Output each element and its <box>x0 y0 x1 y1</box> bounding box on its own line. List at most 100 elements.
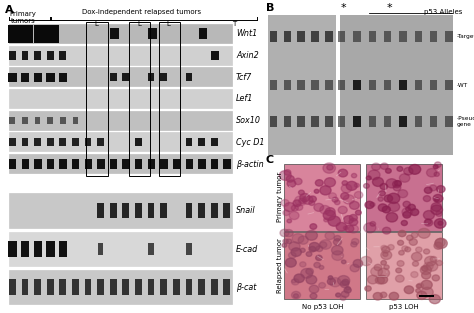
Bar <box>122 159 130 169</box>
Bar <box>84 138 91 146</box>
Bar <box>283 31 291 42</box>
Circle shape <box>295 196 307 206</box>
Circle shape <box>292 205 298 211</box>
Bar <box>284 233 360 299</box>
Bar <box>415 80 422 90</box>
Circle shape <box>320 240 331 249</box>
Bar <box>185 138 192 146</box>
Circle shape <box>331 245 343 255</box>
Text: Primary
tumors: Primary tumors <box>9 11 36 24</box>
Bar <box>34 241 42 257</box>
Circle shape <box>299 198 305 203</box>
Circle shape <box>433 194 443 203</box>
Bar <box>317 255 324 260</box>
Circle shape <box>341 184 352 193</box>
Bar <box>384 116 392 127</box>
Bar <box>160 159 168 169</box>
Bar <box>223 159 231 169</box>
Circle shape <box>292 279 296 283</box>
Circle shape <box>422 266 428 271</box>
Text: E-cad: E-cad <box>236 245 258 254</box>
Bar <box>426 183 434 185</box>
Circle shape <box>300 193 310 202</box>
Circle shape <box>437 260 443 265</box>
Bar <box>338 116 346 127</box>
Text: L: L <box>94 21 99 27</box>
Circle shape <box>325 208 335 216</box>
Bar <box>289 186 292 188</box>
Circle shape <box>373 293 383 300</box>
Circle shape <box>425 256 436 266</box>
Circle shape <box>294 274 304 283</box>
Bar <box>369 31 376 42</box>
Circle shape <box>281 199 289 206</box>
Circle shape <box>379 191 385 196</box>
Circle shape <box>285 258 296 267</box>
Bar <box>297 116 305 127</box>
Circle shape <box>395 275 404 282</box>
Circle shape <box>306 268 313 275</box>
Bar <box>376 192 381 198</box>
Circle shape <box>411 272 418 278</box>
Text: Dox-independent relapsed tumors: Dox-independent relapsed tumors <box>82 9 201 15</box>
Bar <box>211 51 219 60</box>
Bar <box>9 193 233 228</box>
Bar <box>97 138 104 146</box>
Circle shape <box>412 261 419 266</box>
Circle shape <box>385 168 391 173</box>
Text: Axin2: Axin2 <box>236 51 259 60</box>
Bar <box>148 28 157 39</box>
Text: Wnt1: Wnt1 <box>236 29 257 38</box>
Circle shape <box>320 205 330 214</box>
Circle shape <box>284 170 291 175</box>
Circle shape <box>424 187 432 193</box>
Circle shape <box>293 294 299 298</box>
Circle shape <box>316 246 323 252</box>
Bar <box>445 31 453 42</box>
Circle shape <box>349 218 358 226</box>
Bar <box>369 116 376 127</box>
Circle shape <box>406 207 410 211</box>
Bar <box>384 31 392 42</box>
Bar <box>438 169 440 171</box>
Bar <box>311 31 319 42</box>
Circle shape <box>398 190 408 198</box>
Circle shape <box>309 196 316 202</box>
Bar <box>211 203 218 218</box>
Circle shape <box>403 201 410 207</box>
Circle shape <box>397 261 404 266</box>
Bar <box>185 73 192 81</box>
Bar <box>186 243 192 255</box>
Bar <box>339 199 349 203</box>
Circle shape <box>438 221 443 225</box>
Bar <box>110 203 117 218</box>
Bar <box>110 279 117 295</box>
Circle shape <box>401 220 408 226</box>
Circle shape <box>284 203 295 212</box>
Bar <box>308 245 309 247</box>
Bar <box>59 241 67 257</box>
Circle shape <box>416 247 422 252</box>
Circle shape <box>434 172 439 177</box>
Circle shape <box>291 248 301 256</box>
Bar <box>97 279 104 295</box>
Bar <box>365 247 370 250</box>
Circle shape <box>342 279 349 285</box>
Circle shape <box>423 211 434 219</box>
Bar <box>306 192 311 197</box>
Bar <box>270 31 277 42</box>
Bar <box>21 25 34 43</box>
Circle shape <box>356 210 361 215</box>
Bar <box>59 138 66 146</box>
Bar <box>135 138 142 146</box>
Bar <box>283 116 291 127</box>
Circle shape <box>300 262 306 267</box>
Circle shape <box>340 296 346 300</box>
Text: Relapsed tumor: Relapsed tumor <box>277 238 283 293</box>
Bar <box>9 132 233 152</box>
Bar <box>110 73 117 81</box>
Bar <box>148 159 155 169</box>
Circle shape <box>386 179 397 188</box>
Circle shape <box>353 259 363 267</box>
Circle shape <box>418 228 430 238</box>
